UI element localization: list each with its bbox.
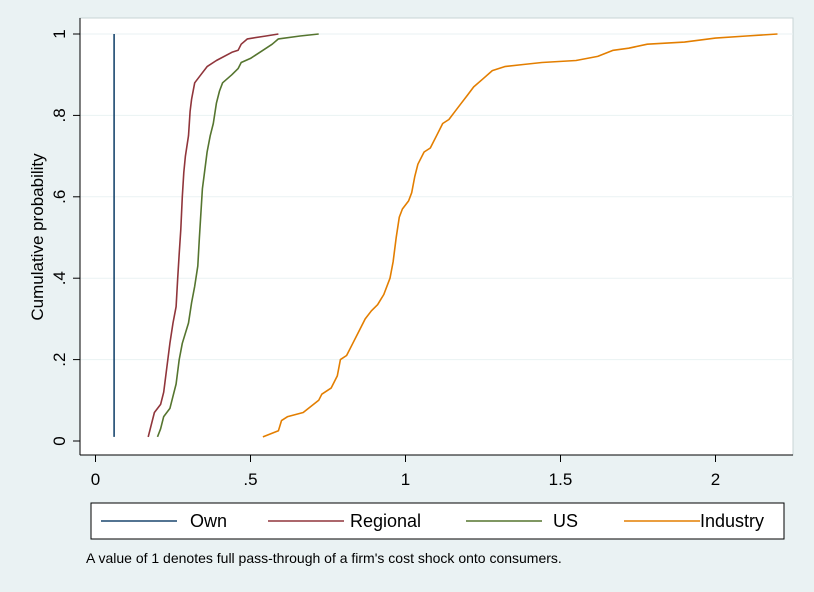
gridlines xyxy=(80,33,793,361)
x-tick-label: .5 xyxy=(243,470,257,489)
y-axis-title: Cumulative probability xyxy=(28,153,47,321)
y-tick-label: 1 xyxy=(50,29,69,38)
y-tick-label: .2 xyxy=(50,353,69,367)
series-layer xyxy=(113,33,778,438)
axes: 0 .2 .4 .6 .8 1 0 .5 1 1.5 2 xyxy=(50,18,793,489)
chart-note: A value of 1 denotes full pass-through o… xyxy=(86,550,562,566)
y-tick-label: 0 xyxy=(50,436,69,445)
y-tick-label: .8 xyxy=(50,108,69,122)
x-tick-label: 2 xyxy=(711,470,720,489)
x-tick-label: 1.5 xyxy=(549,470,573,489)
series-line-us xyxy=(156,33,319,438)
series-line-industry xyxy=(262,33,778,438)
y-tick-label: .4 xyxy=(50,271,69,285)
legend-label-industry: Industry xyxy=(700,511,764,531)
legend-label-regional: Regional xyxy=(350,511,421,531)
legend-label-us: US xyxy=(553,511,578,531)
x-tick-label: 1 xyxy=(401,470,410,489)
series-line-regional xyxy=(147,33,279,438)
legend: Own Regional US Industry xyxy=(101,511,764,531)
plot-area xyxy=(79,17,794,456)
x-tick-label: 0 xyxy=(91,470,100,489)
legend-label-own: Own xyxy=(190,511,227,531)
y-tick-label: .6 xyxy=(50,190,69,204)
